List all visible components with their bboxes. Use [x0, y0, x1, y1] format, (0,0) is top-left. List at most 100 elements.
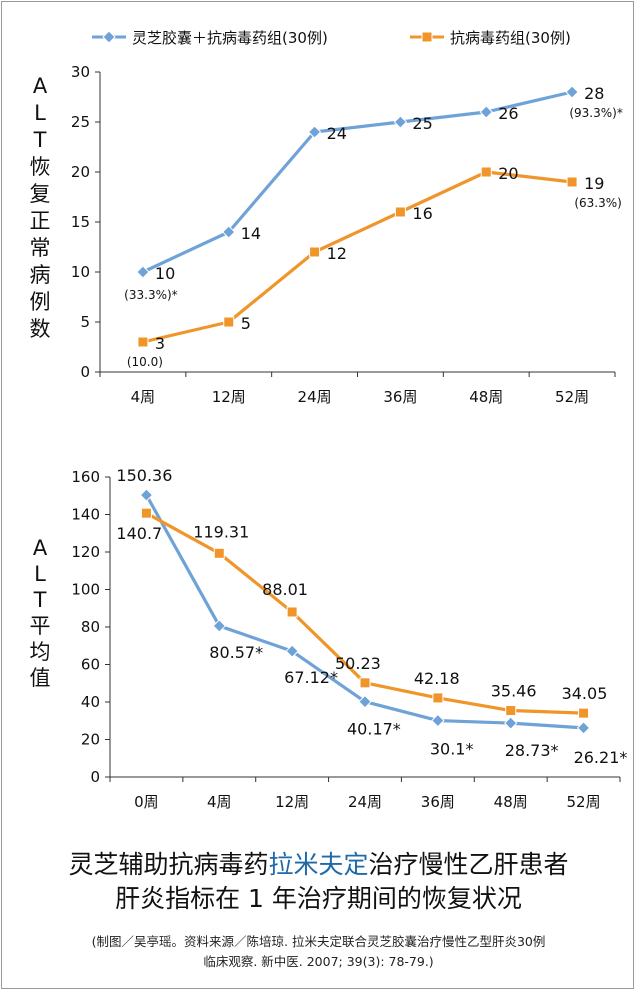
caption-title-line1: 灵芝辅助抗病毒药拉米夫定治疗慢性乙肝患者 — [0, 848, 637, 882]
data-point — [565, 85, 579, 99]
y-tick-label: 40 — [81, 693, 100, 711]
y-tick-label: 0 — [80, 363, 90, 381]
x-tick-label: 52周 — [555, 388, 589, 406]
data-label: 150.36 — [116, 466, 172, 485]
data-point — [479, 105, 493, 119]
y-tick-label: 20 — [81, 731, 100, 749]
data-label: 119.31 — [193, 522, 249, 541]
caption-title-part1: 灵芝辅助抗病毒药 — [68, 850, 269, 879]
x-tick-label: 12周 — [275, 793, 309, 811]
data-point — [223, 316, 235, 328]
data-point — [309, 246, 321, 258]
caption-title-line2: 肝炎指标在 1 年治疗期间的恢复状况 — [115, 884, 522, 913]
data-annotation: (10.0) — [127, 355, 163, 369]
data-label: 28.73* — [505, 741, 559, 760]
y-axis-title-char: 病 — [30, 263, 51, 287]
x-tick-label: 36周 — [383, 388, 417, 406]
data-point — [285, 644, 299, 658]
legend-marker — [421, 31, 433, 43]
y-axis-title-char: A — [33, 536, 48, 560]
data-label: 26.21* — [574, 748, 628, 767]
y-axis-title-char: T — [33, 588, 47, 612]
data-label: 40.17* — [347, 720, 401, 739]
data-point — [139, 488, 154, 502]
x-tick-label: 4周 — [131, 388, 156, 406]
data-point — [286, 606, 298, 618]
data-label: 25 — [412, 114, 432, 133]
data-label: 3 — [155, 334, 165, 353]
x-tick-label: 24周 — [348, 793, 382, 811]
x-tick-label: 24周 — [298, 388, 332, 406]
y-tick-label: 100 — [71, 581, 100, 599]
figure-caption-title: 灵芝辅助抗病毒药拉米夫定治疗慢性乙肝患者 肝炎指标在 1 年治疗期间的恢复状况 — [0, 848, 637, 916]
y-tick-label: 60 — [81, 656, 100, 674]
y-tick-label: 15 — [71, 213, 90, 231]
data-label: 34.05 — [562, 684, 608, 703]
data-point — [140, 507, 152, 519]
data-point — [566, 176, 578, 188]
data-label: 42.18 — [414, 669, 460, 688]
x-tick-label: 0周 — [134, 793, 159, 811]
data-point — [576, 721, 591, 735]
data-point — [307, 125, 322, 139]
y-tick-label: 5 — [80, 313, 90, 331]
data-annotation: (33.3%)* — [124, 288, 177, 302]
y-axis-title-char: 值 — [30, 666, 51, 690]
y-tick-label: 10 — [71, 263, 90, 281]
series-line — [142, 90, 573, 274]
series-line — [142, 170, 573, 344]
data-point — [359, 677, 371, 689]
data-annotation: (63.3%) — [574, 196, 621, 210]
data-point — [358, 694, 372, 709]
y-tick-label: 140 — [71, 506, 100, 524]
y-axis-title-char: 常 — [30, 236, 51, 260]
legend-marker — [102, 30, 116, 44]
data-point — [137, 336, 149, 348]
data-label: 14 — [241, 224, 261, 243]
y-tick-label: 160 — [71, 468, 100, 486]
y-axis-title-char: 例 — [30, 290, 51, 314]
caption-title-highlight: 拉米夫定 — [268, 850, 369, 879]
y-axis-title-char: 复 — [30, 182, 51, 206]
y-axis-title-char: L — [34, 562, 46, 586]
data-point — [431, 713, 445, 728]
data-label: 19 — [584, 174, 604, 193]
caption-title-part2: 治疗慢性乙肝患者 — [368, 850, 569, 879]
data-label: 80.57* — [209, 643, 263, 662]
y-axis-title-char: 正 — [30, 209, 51, 233]
data-point — [222, 225, 236, 239]
x-tick-label: 36周 — [421, 793, 455, 811]
caption-source-line1: (制图／吴亭瑶。资料来源／陈培琼. 拉米夫定联合灵芝胶囊治疗慢性乙型肝炎30例 — [91, 934, 546, 949]
data-label: 28 — [584, 84, 604, 103]
data-point — [136, 265, 150, 279]
y-axis-title-char: 恢 — [30, 155, 51, 179]
y-tick-label: 80 — [81, 618, 100, 636]
bottom-chart: 0 20 40 60 80 100 120 140 160 0周 4周 12周 24周 36周 48周 52周… — [30, 466, 628, 811]
data-label: 67.12* — [284, 668, 338, 687]
data-label: 20 — [498, 164, 518, 183]
x-tick-label: 52周 — [567, 793, 601, 811]
legend: 灵芝胶囊＋抗病毒药组(30例) 抗病毒药组(30例) — [92, 29, 571, 47]
y-axis-title-char: A — [33, 74, 48, 98]
y-tick-label: 25 — [71, 113, 90, 131]
data-point — [393, 115, 408, 129]
data-point — [432, 692, 444, 704]
data-label: 26 — [498, 104, 518, 123]
data-label: 5 — [241, 314, 251, 333]
y-axis-title-char: L — [34, 101, 46, 125]
data-label: 88.01 — [262, 580, 308, 599]
y-tick-label: 120 — [71, 543, 100, 561]
legend-label: 灵芝胶囊＋抗病毒药组(30例) — [132, 29, 328, 47]
data-point — [578, 707, 590, 719]
x-tick-label: 48周 — [469, 388, 503, 406]
y-axis-title-char: 均 — [30, 640, 51, 664]
y-axis-title-char: 数 — [30, 317, 51, 341]
figure-caption-source: (制图／吴亭瑶。资料来源／陈培琼. 拉米夫定联合灵芝胶囊治疗慢性乙型肝炎30例 … — [0, 932, 637, 972]
data-point — [394, 206, 406, 218]
data-label: 24 — [327, 124, 347, 143]
y-tick-label: 20 — [71, 163, 90, 181]
x-tick-label: 4周 — [207, 793, 232, 811]
y-axis-title-char: 平 — [30, 614, 51, 638]
